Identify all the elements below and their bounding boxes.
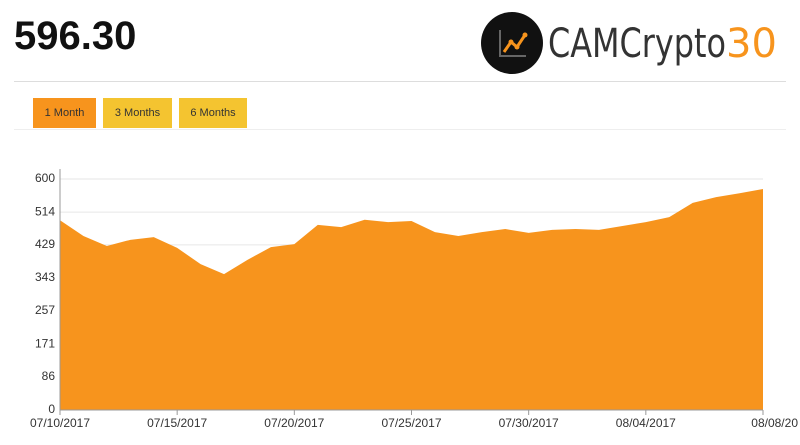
y-tick-label: 514 bbox=[35, 204, 55, 218]
divider bbox=[14, 129, 786, 130]
x-tick-label: 07/30/2017 bbox=[499, 416, 559, 430]
x-tick-label: 08/08/20 bbox=[751, 416, 798, 430]
range-button[interactable]: 6 Months bbox=[179, 98, 247, 128]
y-tick-label: 0 bbox=[48, 402, 55, 416]
x-tick-label: 07/25/2017 bbox=[381, 416, 441, 430]
y-tick-label: 429 bbox=[35, 237, 55, 251]
y-tick-label: 86 bbox=[42, 369, 56, 383]
area bbox=[60, 189, 763, 410]
range-button[interactable]: 3 Months bbox=[103, 98, 172, 128]
x-tick-label: 07/15/2017 bbox=[147, 416, 207, 430]
x-tick-label: 07/20/2017 bbox=[264, 416, 324, 430]
range-button[interactable]: 1 Month bbox=[33, 98, 96, 128]
logo-brand: CAMCrypto bbox=[548, 21, 726, 67]
y-tick-label: 600 bbox=[35, 171, 55, 185]
x-tick-label: 07/10/2017 bbox=[30, 416, 90, 430]
y-tick-label: 343 bbox=[35, 270, 55, 284]
price: 596.30 bbox=[14, 14, 137, 58]
y-tick-label: 171 bbox=[35, 336, 55, 350]
logo-number: 30 bbox=[726, 21, 777, 67]
x-tick-label: 08/04/2017 bbox=[616, 416, 676, 430]
logo: CAMCrypto 30 bbox=[481, 12, 777, 74]
divider bbox=[14, 81, 786, 82]
y-tick-label: 257 bbox=[35, 303, 55, 317]
